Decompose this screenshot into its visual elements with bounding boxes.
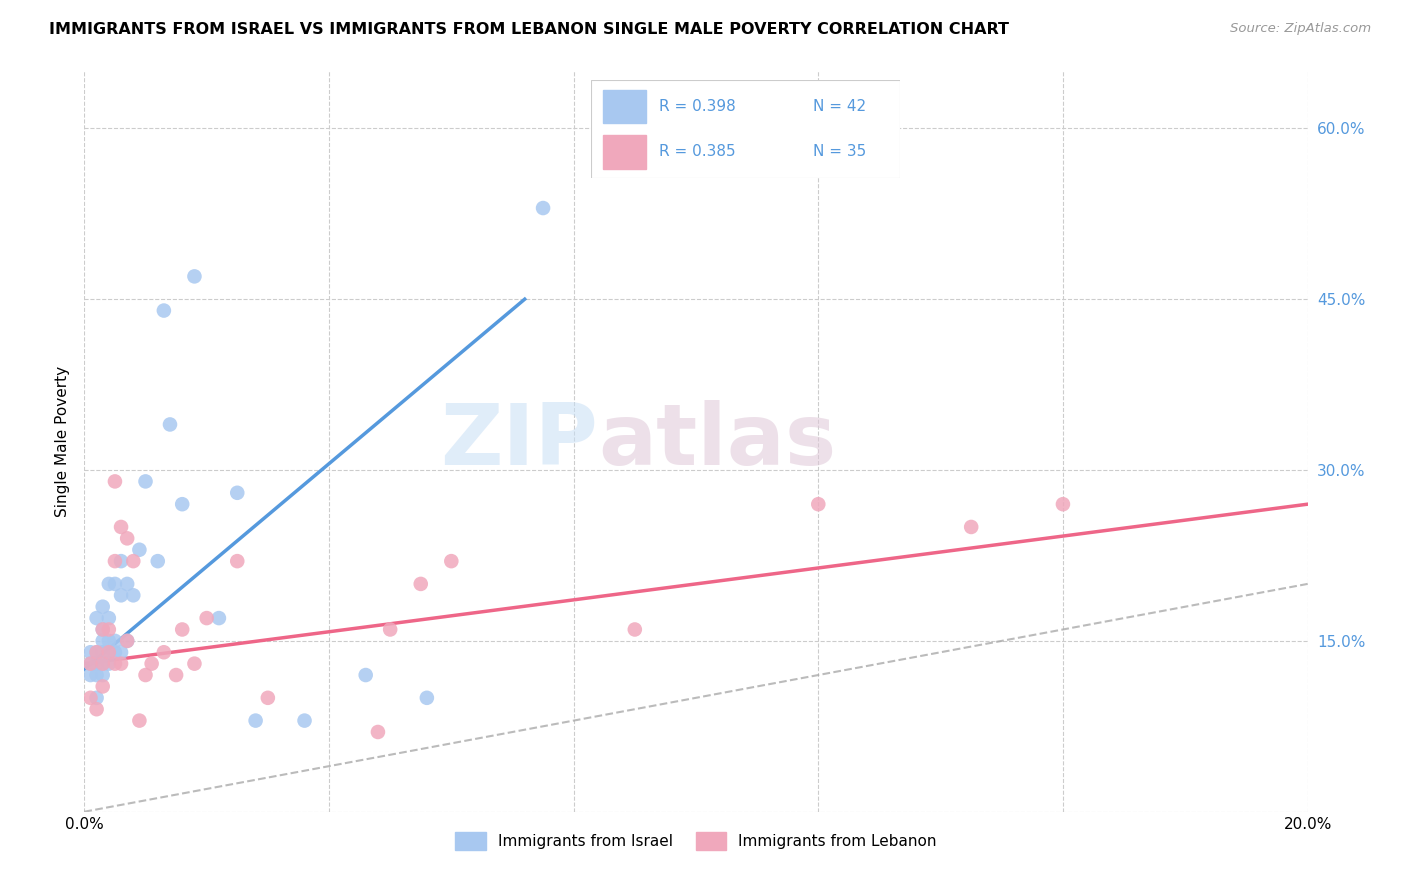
Point (115, 633, 138, 648)
Point (195, 611, 218, 625)
Point (97, 657, 120, 671)
Text: N = 42: N = 42 (813, 99, 866, 114)
Text: R = 0.398: R = 0.398 (658, 99, 735, 114)
Point (245, 714, 267, 728)
Point (960, 520, 983, 534)
Point (86, 690, 108, 705)
Point (110, 520, 132, 534)
Point (79, 657, 101, 671)
Text: atlas: atlas (598, 400, 837, 483)
Point (79, 657, 101, 671)
Point (104, 554, 127, 568)
Text: R = 0.385: R = 0.385 (658, 145, 735, 160)
Point (354, 668, 377, 682)
Bar (603, 90, 647, 123)
Point (110, 645, 132, 659)
Point (91, 657, 114, 671)
Point (86, 668, 108, 682)
Point (91, 680, 114, 694)
Point (367, 725, 389, 739)
Point (86, 645, 108, 659)
Point (531, 201, 554, 215)
Point (226, 554, 249, 568)
Legend: Immigrants from Israel, Immigrants from Lebanon: Immigrants from Israel, Immigrants from … (449, 826, 943, 856)
Point (135, 668, 157, 682)
Point (91, 599, 114, 614)
Point (91, 645, 114, 659)
Point (104, 577, 127, 591)
Point (257, 690, 280, 705)
Point (141, 657, 163, 671)
Point (110, 588, 132, 602)
Point (159, 417, 181, 432)
Point (115, 577, 138, 591)
Point (97, 645, 120, 659)
Point (165, 668, 187, 682)
Point (122, 554, 145, 568)
Point (86, 645, 108, 659)
Point (104, 657, 127, 671)
Point (91, 657, 114, 671)
Point (91, 623, 114, 637)
Point (91, 623, 114, 637)
Point (226, 485, 249, 500)
Point (807, 497, 830, 511)
Point (440, 554, 463, 568)
Point (110, 657, 132, 671)
Point (115, 532, 138, 546)
Point (97, 577, 120, 591)
Point (409, 577, 432, 591)
Point (135, 475, 157, 489)
Point (104, 475, 127, 489)
Point (97, 611, 120, 625)
Text: ZIP: ZIP (440, 400, 598, 483)
Point (115, 633, 138, 648)
Point (380, 623, 402, 637)
Point (146, 554, 169, 568)
Point (104, 633, 127, 648)
Point (79, 690, 101, 705)
Point (91, 668, 114, 682)
Point (153, 645, 176, 659)
Point (97, 633, 120, 648)
Point (172, 623, 194, 637)
Point (86, 702, 108, 716)
Point (153, 303, 176, 318)
Point (110, 554, 132, 568)
Point (294, 714, 316, 728)
Point (416, 690, 439, 705)
Point (122, 588, 145, 602)
Point (183, 657, 205, 671)
Point (79, 645, 101, 659)
Point (97, 623, 120, 637)
Point (79, 668, 101, 682)
Point (624, 623, 647, 637)
Y-axis label: Single Male Poverty: Single Male Poverty (55, 366, 70, 517)
Point (104, 645, 127, 659)
Point (97, 645, 120, 659)
Point (208, 611, 231, 625)
Point (86, 657, 108, 671)
Point (1052, 497, 1074, 511)
Point (183, 269, 205, 284)
Point (91, 633, 114, 648)
Text: Source: ZipAtlas.com: Source: ZipAtlas.com (1230, 22, 1371, 36)
Point (128, 714, 150, 728)
Text: IMMIGRANTS FROM ISRAEL VS IMMIGRANTS FROM LEBANON SINGLE MALE POVERTY CORRELATIO: IMMIGRANTS FROM ISRAEL VS IMMIGRANTS FRO… (49, 22, 1010, 37)
Text: N = 35: N = 35 (813, 145, 866, 160)
Point (172, 497, 194, 511)
Point (86, 611, 108, 625)
Point (128, 542, 150, 557)
Bar (603, 136, 647, 169)
